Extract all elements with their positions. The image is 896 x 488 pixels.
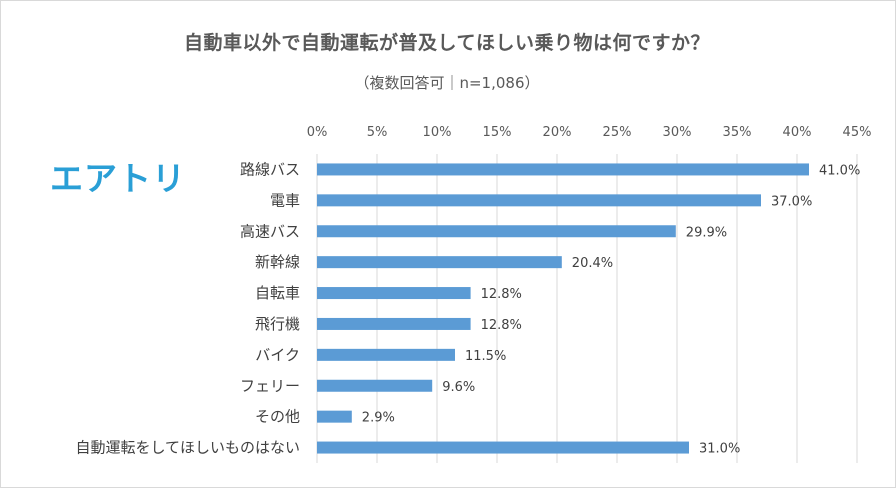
- x-tick-label: 0%: [307, 125, 328, 140]
- bar: [317, 163, 809, 176]
- bar: [317, 441, 689, 454]
- bar: [317, 225, 676, 238]
- bar: [317, 379, 433, 392]
- chart-title: 自動車以外で自動運転が普及してほしい乗り物は何ですか？: [184, 32, 710, 54]
- bar: [317, 410, 352, 423]
- category-label: 新幹線: [255, 253, 300, 271]
- x-tick-label: 35%: [723, 125, 752, 140]
- category-label: 電車: [270, 191, 300, 209]
- x-tick-label: 20%: [543, 125, 572, 140]
- category-label: 自動運転をしてほしいものはない: [75, 439, 300, 457]
- x-tick-label: 40%: [783, 125, 812, 140]
- bar: [317, 256, 562, 269]
- airtrip-logo: エアトリ: [50, 159, 186, 198]
- bar: [317, 287, 471, 300]
- x-tick-label: 10%: [423, 125, 452, 140]
- category-label: バイク: [255, 346, 300, 364]
- data-label: 31.0%: [699, 442, 740, 457]
- chart-subtitle: （複数回答可｜n=1,086）: [354, 74, 540, 92]
- data-label: 20.4%: [572, 256, 613, 271]
- data-label: 41.0%: [819, 163, 860, 178]
- data-label: 9.6%: [442, 380, 475, 395]
- data-label: 29.9%: [686, 225, 727, 240]
- x-tick-label: 5%: [367, 125, 388, 140]
- data-label: 2.9%: [362, 411, 395, 426]
- bar: [317, 194, 761, 207]
- x-tick-label: 30%: [663, 125, 692, 140]
- x-tick-label: 45%: [843, 125, 872, 140]
- data-label: 12.8%: [481, 318, 522, 333]
- category-label: 高速バス: [240, 222, 300, 240]
- data-label: 37.0%: [771, 194, 812, 209]
- x-tick-label: 15%: [483, 125, 512, 140]
- category-label: 路線バス: [240, 160, 300, 178]
- bar: [317, 348, 455, 361]
- category-label: 飛行機: [255, 315, 300, 333]
- data-label: 11.5%: [465, 349, 506, 364]
- bar: [317, 317, 471, 330]
- category-label: その他: [255, 408, 300, 426]
- category-label: 自転車: [255, 284, 300, 302]
- x-tick-label: 25%: [603, 125, 632, 140]
- data-label: 12.8%: [481, 287, 522, 302]
- category-label: フェリー: [240, 377, 300, 395]
